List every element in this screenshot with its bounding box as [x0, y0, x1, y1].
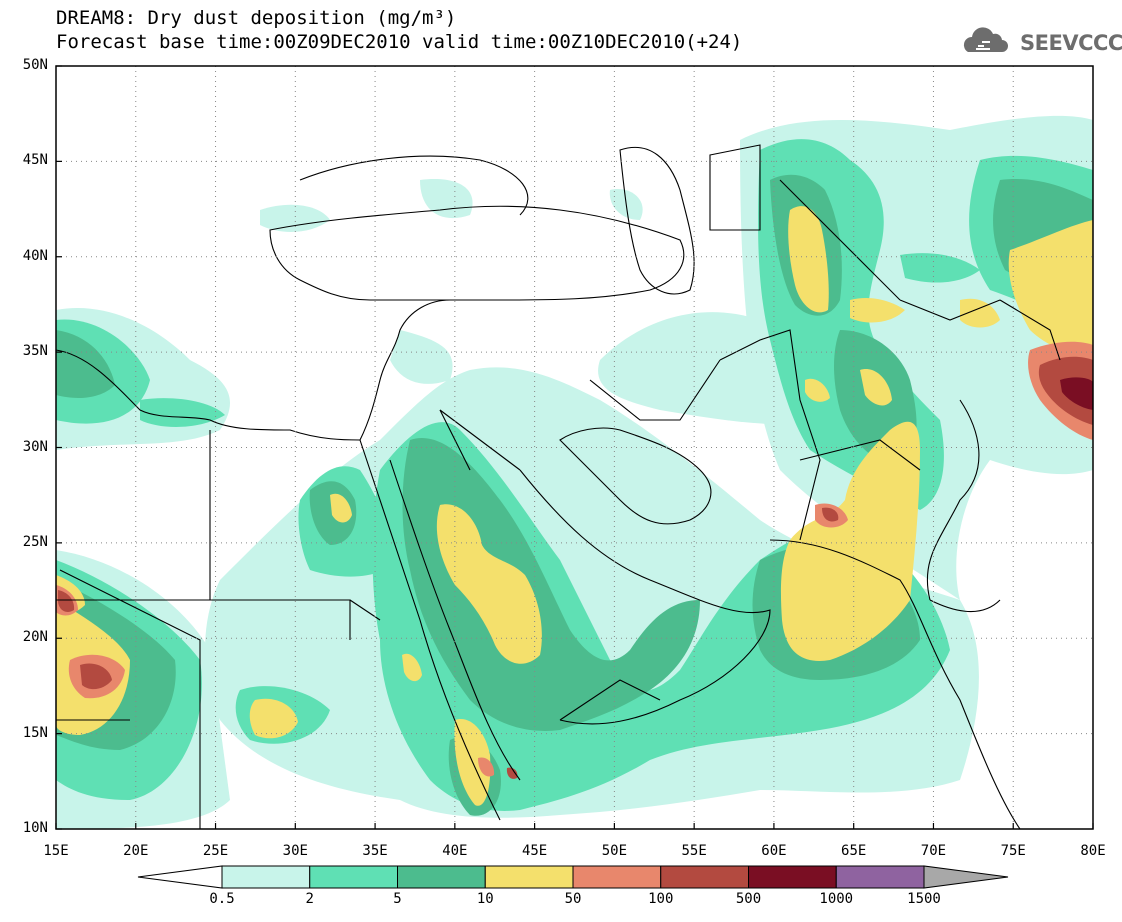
- colorbar-label: 500: [735, 891, 762, 907]
- lat-tick-label: 45N: [22, 152, 48, 169]
- lat-tick-label: 10N: [22, 820, 48, 836]
- colorbar-label: 0.5: [209, 891, 235, 907]
- lon-tick-label: 20E: [123, 843, 149, 859]
- dust-field: [56, 66, 1093, 829]
- lon-tick-label: 40E: [442, 843, 468, 859]
- lon-tick-label: 80E: [1080, 843, 1106, 859]
- colorbar-segment: [309, 865, 398, 889]
- lon-tick-label: 25E: [202, 843, 229, 859]
- map-title: DREAM8: Dry dust deposition (mg/m³): [56, 7, 457, 29]
- colorbar-label: 2: [305, 891, 314, 907]
- lat-tick-label: 15N: [22, 724, 48, 741]
- lon-tick-label: 60E: [761, 843, 787, 859]
- lon-tick-label: 30E: [282, 843, 308, 859]
- colorbar-segment: [660, 865, 749, 889]
- lon-tick-label: 55E: [681, 843, 707, 859]
- lat-tick-label: 50N: [22, 57, 48, 73]
- lat-tick-label: 25N: [22, 533, 48, 550]
- colorbar-label: 1500: [907, 891, 941, 907]
- cloud-logo-icon: [963, 27, 1008, 52]
- colorbar-label: 100: [648, 891, 674, 907]
- lon-tick-label: 65E: [841, 843, 867, 859]
- map-subtitle: Forecast base time:00Z09DEC2010 valid ti…: [56, 31, 743, 53]
- colorbar-segment: [484, 865, 574, 889]
- colorbar-label: 1000: [819, 891, 854, 907]
- lat-tick-label: 20N: [22, 629, 48, 646]
- colorbar-segment: [397, 865, 486, 889]
- colorbar-label: 10: [476, 891, 494, 907]
- colorbar-high-triangle: [923, 865, 1009, 889]
- lon-tick-label: 35E: [362, 843, 388, 859]
- colorbar-label: 50: [564, 891, 582, 907]
- lon-tick-label: 75E: [1000, 843, 1026, 859]
- colorbar-segment: [221, 865, 311, 889]
- colorbar-segment: [835, 865, 925, 889]
- colorbar-segment: [748, 865, 837, 889]
- colorbar: [137, 865, 1009, 889]
- lon-tick-label: 70E: [920, 843, 947, 859]
- colorbar-low-triangle: [137, 865, 223, 889]
- lon-tick-label: 15E: [43, 843, 69, 859]
- colorbar-label: 5: [393, 891, 402, 907]
- lon-tick-label: 50E: [601, 843, 628, 859]
- lat-tick-label: 35N: [22, 343, 48, 360]
- colorbar-segment: [572, 865, 662, 889]
- lon-tick-label: 45E: [521, 843, 548, 859]
- logo-text: SEEVCCC: [1020, 31, 1122, 55]
- lat-tick-label: 40N: [22, 247, 48, 264]
- lat-tick-label: 30N: [22, 438, 48, 455]
